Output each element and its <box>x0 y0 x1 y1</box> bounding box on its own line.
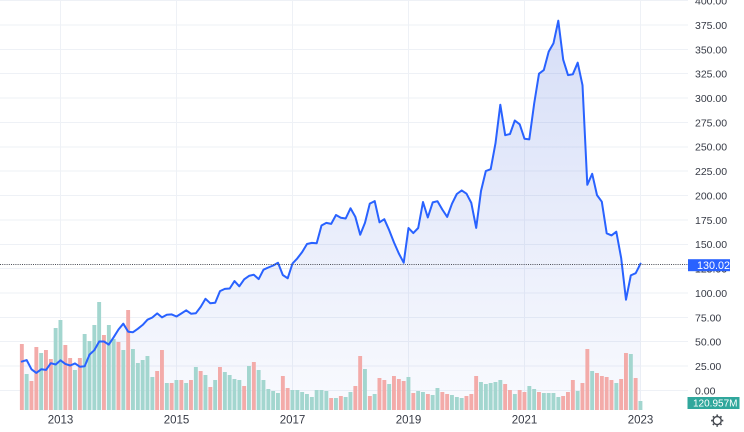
svg-text:130.02: 130.02 <box>697 260 730 272</box>
svg-text:25.00: 25.00 <box>695 361 721 373</box>
svg-text:100.00: 100.00 <box>695 288 727 300</box>
svg-text:2021: 2021 <box>512 415 538 427</box>
svg-text:350.00: 350.00 <box>695 44 727 56</box>
svg-text:400.00: 400.00 <box>695 0 727 8</box>
svg-text:2017: 2017 <box>280 415 306 427</box>
svg-text:300.00: 300.00 <box>695 93 727 105</box>
svg-text:375.00: 375.00 <box>695 20 727 32</box>
svg-text:2015: 2015 <box>164 415 190 427</box>
svg-text:200.00: 200.00 <box>695 190 727 202</box>
svg-text:2023: 2023 <box>628 415 654 427</box>
svg-text:2013: 2013 <box>48 415 74 427</box>
svg-text:0.00: 0.00 <box>695 385 716 397</box>
svg-text:275.00: 275.00 <box>695 117 727 129</box>
svg-text:2019: 2019 <box>396 415 422 427</box>
svg-text:250.00: 250.00 <box>695 142 727 154</box>
svg-text:75.00: 75.00 <box>695 312 721 324</box>
svg-text:50.00: 50.00 <box>695 337 721 349</box>
svg-text:150.00: 150.00 <box>695 239 727 251</box>
svg-text:175.00: 175.00 <box>695 215 727 227</box>
svg-text:325.00: 325.00 <box>695 69 727 81</box>
svg-text:225.00: 225.00 <box>695 166 727 178</box>
svg-text:120.957M: 120.957M <box>693 398 737 409</box>
